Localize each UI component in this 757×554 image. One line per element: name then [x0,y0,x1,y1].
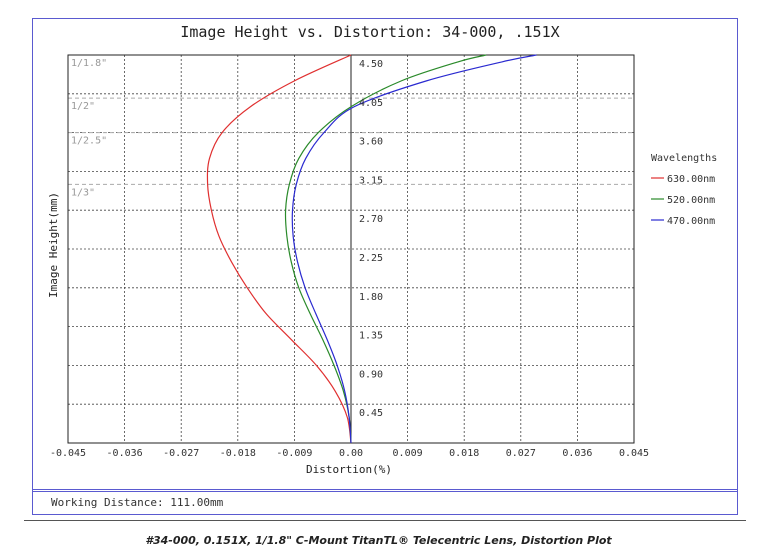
chart-title: Image Height vs. Distortion: 34-000, .15… [180,23,559,41]
sensor-label: 1/2" [71,101,95,112]
y-tick-label: 0.90 [359,369,383,380]
legend-label: 520.00nm [667,195,715,206]
y-tick-label: 2.70 [359,214,383,225]
y-tick-label: 2.25 [359,253,383,264]
y-tick-label: 1.80 [359,292,383,303]
x-tick-label: 0.036 [562,448,592,459]
x-tick-label: -0.018 [220,448,256,459]
y-tick-label: 4.50 [359,59,383,70]
series-line-63000nm [206,54,352,444]
x-tick-label: -0.009 [276,448,312,459]
series-line-47000nm [291,54,537,444]
y-axis-label: Image Height(mm) [47,192,60,298]
y-tick-label: 0.45 [359,408,383,419]
x-tick-label: 0.018 [449,448,479,459]
legend-title: Wavelengths [651,153,717,164]
x-tick-label: 0.045 [619,448,649,459]
legend-label: 630.00nm [667,174,715,185]
x-tick-label: -0.027 [163,448,199,459]
x-tick-label: -0.036 [107,448,143,459]
x-axis-label: Distortion(%) [306,463,392,476]
working-distance-text: Working Distance: 111.00mm [51,496,224,509]
sensor-label: 1/2.5" [71,136,107,147]
series-line-52000nm [284,54,487,444]
y-tick-label: 4.05 [359,98,383,109]
y-tick-label: 3.60 [359,137,383,148]
x-tick-label: 0.009 [393,448,423,459]
y-tick-label: 3.15 [359,175,383,186]
x-tick-label: 0.027 [506,448,536,459]
sensor-label: 1/3" [71,187,95,198]
figure-caption: #34-000, 0.151X, 1/1.8" C-Mount TitanTL®… [145,534,612,547]
x-tick-label: 0.00 [339,448,363,459]
x-tick-label: -0.045 [50,448,86,459]
chart-frame [32,18,738,492]
legend-label: 470.00nm [667,216,715,227]
y-tick-label: 1.35 [359,331,383,342]
footer-panel: Working Distance: 111.00mm [32,489,738,515]
sensor-label: 1/1.8" [71,58,107,69]
divider [24,520,746,521]
